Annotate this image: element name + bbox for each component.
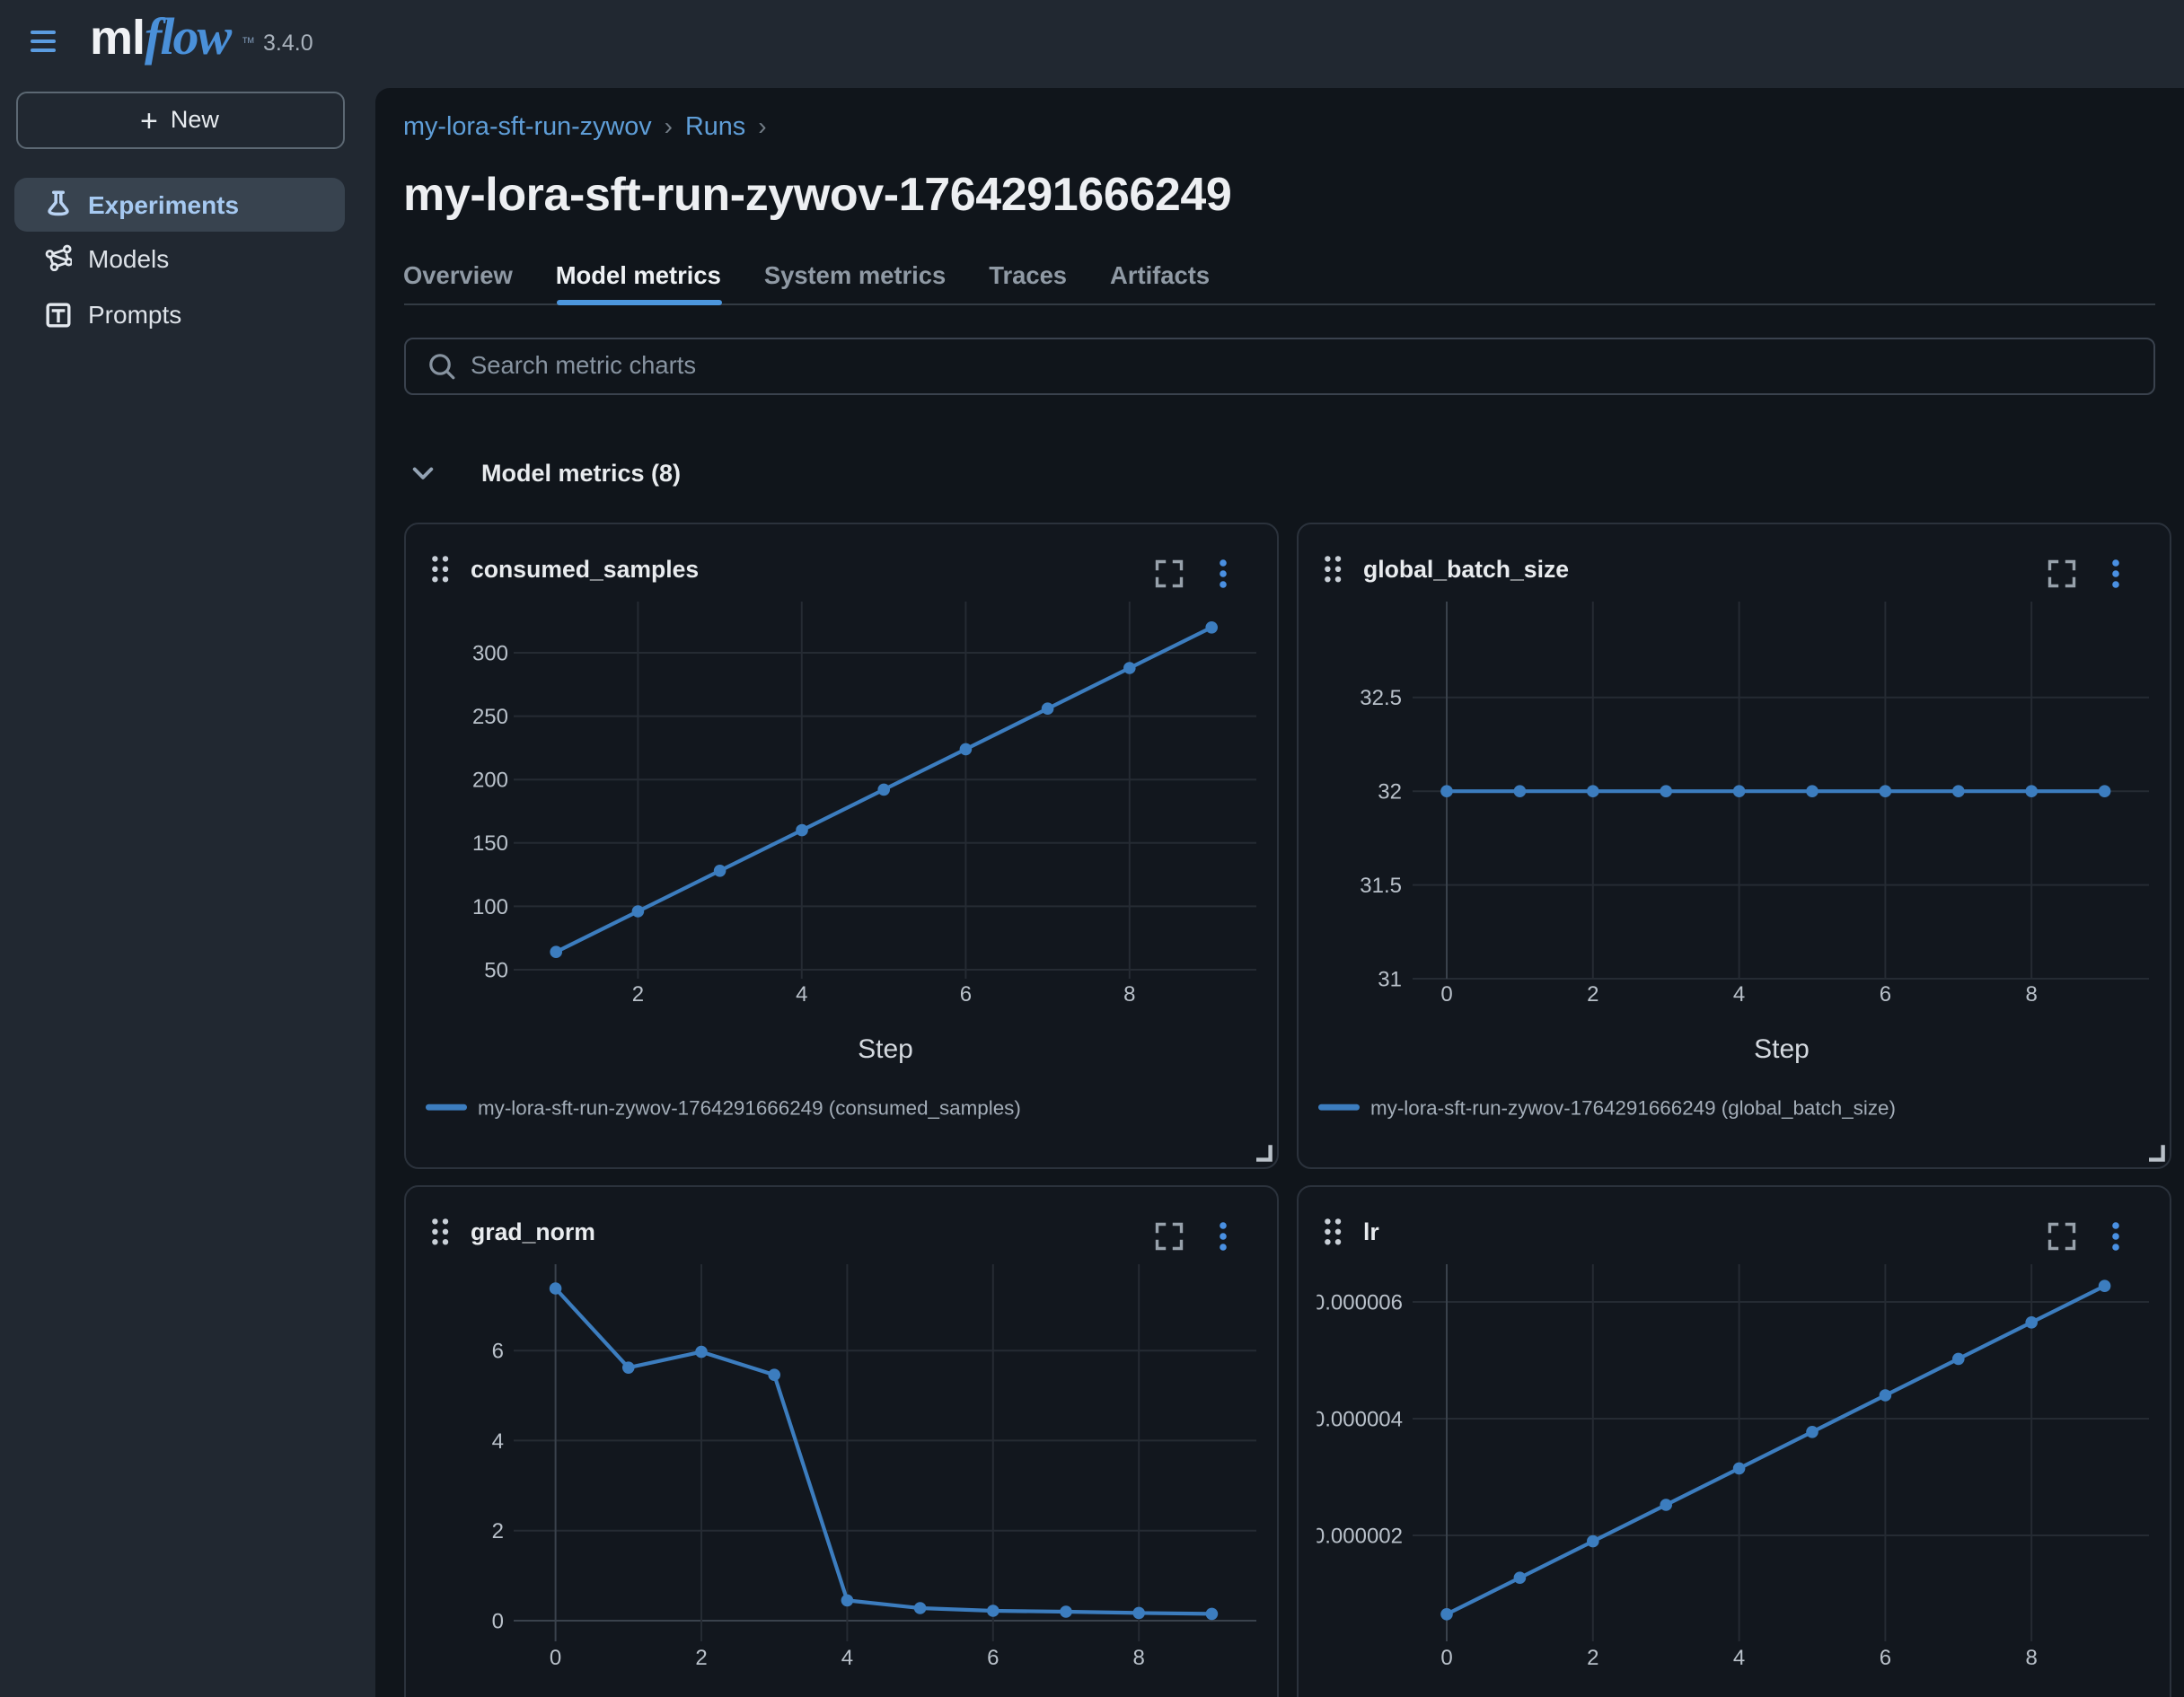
svg-text:32: 32	[1377, 780, 1401, 805]
svg-text:2: 2	[632, 982, 644, 1007]
svg-text:0.000006: 0.000006	[1312, 1290, 1402, 1315]
svg-text:6: 6	[492, 1340, 504, 1364]
svg-text:100: 100	[472, 895, 508, 919]
svg-text:2: 2	[695, 1646, 707, 1670]
svg-text:2: 2	[492, 1519, 504, 1543]
svg-text:8: 8	[2025, 982, 2037, 1007]
svg-text:my-lora-sft-run-zywov-17642916: my-lora-sft-run-zywov-1764291666249 (glo…	[1369, 1097, 1895, 1120]
svg-text:6: 6	[1879, 1646, 1890, 1670]
svg-text:4: 4	[492, 1429, 504, 1454]
svg-text:0.000004: 0.000004	[1312, 1407, 1402, 1431]
svg-text:150: 150	[472, 831, 508, 856]
svg-text:0: 0	[1440, 982, 1451, 1007]
svg-text:6: 6	[960, 982, 972, 1007]
svg-text:0: 0	[492, 1609, 504, 1633]
svg-text:200: 200	[472, 769, 508, 793]
svg-text:Step: Step	[858, 1034, 913, 1064]
svg-text:0: 0	[1440, 1646, 1451, 1670]
svg-text:31.5: 31.5	[1359, 874, 1401, 898]
svg-text:4: 4	[796, 982, 807, 1007]
svg-text:2: 2	[1586, 982, 1598, 1007]
svg-text:8: 8	[2025, 1646, 2037, 1670]
svg-text:global_batch_size: global_batch_size	[1362, 556, 1568, 583]
svg-text:6: 6	[987, 1646, 999, 1670]
svg-text:my-lora-sft-run-zywov-17642916: my-lora-sft-run-zywov-1764291666249 (con…	[478, 1097, 1021, 1120]
svg-text:6: 6	[1879, 982, 1890, 1007]
svg-text:8: 8	[1123, 982, 1135, 1007]
svg-text:lr: lr	[1362, 1218, 1378, 1245]
svg-text:4: 4	[841, 1646, 853, 1670]
svg-text:4: 4	[1732, 1646, 1744, 1670]
svg-text:50: 50	[484, 958, 508, 982]
svg-text:0: 0	[550, 1646, 561, 1670]
svg-text:grad_norm: grad_norm	[471, 1218, 595, 1245]
svg-text:31: 31	[1377, 967, 1401, 991]
svg-text:consumed_samples: consumed_samples	[471, 556, 699, 583]
svg-text:300: 300	[472, 641, 508, 665]
svg-text:0.000002: 0.000002	[1312, 1524, 1402, 1548]
svg-text:4: 4	[1732, 982, 1744, 1007]
svg-text:Step: Step	[1753, 1034, 1809, 1064]
svg-text:250: 250	[472, 705, 508, 729]
svg-text:32.5: 32.5	[1359, 686, 1401, 710]
svg-text:2: 2	[1586, 1646, 1598, 1670]
svg-text:8: 8	[1133, 1646, 1145, 1670]
